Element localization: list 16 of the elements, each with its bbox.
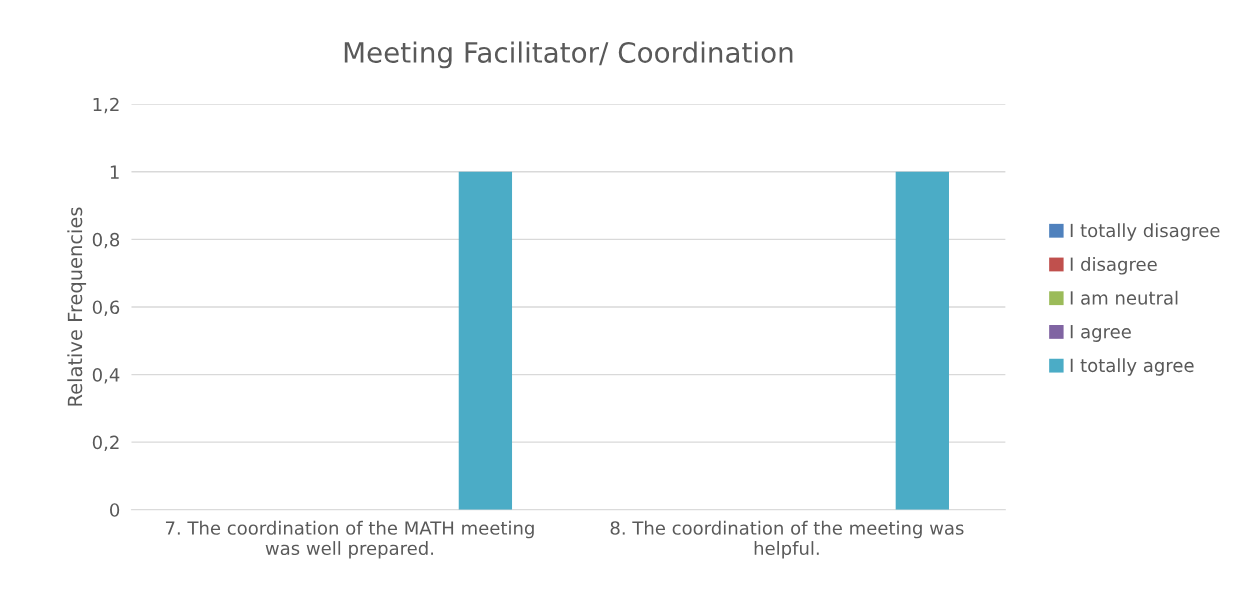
x-tick-label: 7. The coordination of the MATH meeting was well prepared.	[165, 520, 534, 559]
y-tick-label: 0,6	[92, 300, 120, 316]
legend-label: I totally agree	[1070, 358, 1194, 376]
x-tick-label: 8. The coordination of the meeting was helpful.	[610, 520, 964, 559]
y-tick-label: 1,2	[93, 97, 119, 114]
legend-label: I am neutral	[1070, 290, 1178, 305]
chart-title: Meeting Facilitator/ Coordination	[344, 41, 793, 69]
y-tick-label: 0,4	[92, 368, 120, 384]
y-tick-label: 0,2	[92, 435, 119, 452]
legend-label: I disagree	[1070, 257, 1157, 275]
y-axis-title: Relative Frequencies	[67, 207, 87, 406]
y-tick-label: 1	[110, 165, 119, 179]
y-tick-label: 0	[110, 503, 120, 517]
legend-label: I agree	[1070, 325, 1131, 342]
y-tick-label: 0,8	[92, 232, 120, 249]
legend-label: I totally disagree	[1070, 223, 1220, 241]
